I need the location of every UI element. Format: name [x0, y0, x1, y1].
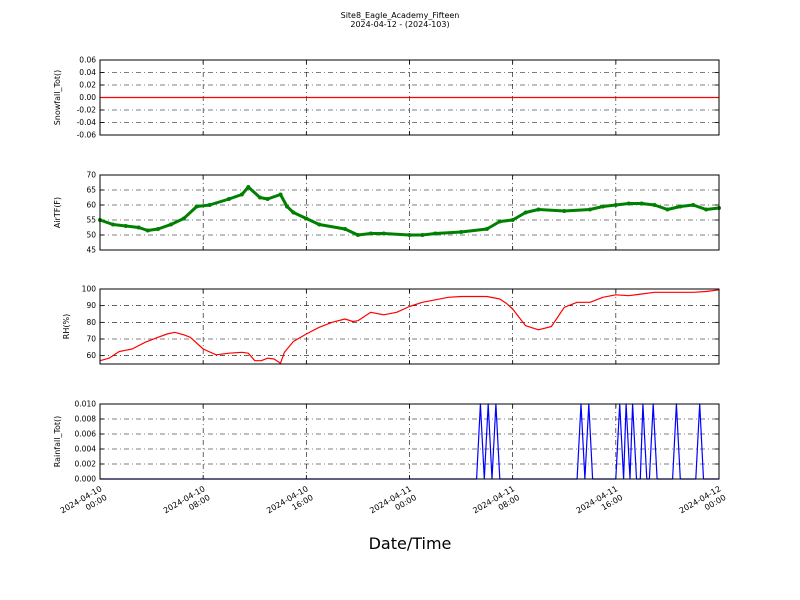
- x-tick-label: 2024-04-1116:00: [575, 484, 625, 524]
- data-point: [284, 204, 289, 209]
- x-tick-label: 2024-04-1008:00: [162, 484, 212, 524]
- y-tick-label: 65: [86, 186, 96, 195]
- data-point: [691, 203, 696, 207]
- y-tick-label: 60: [86, 201, 96, 210]
- data-point: [588, 207, 593, 212]
- data-point: [639, 201, 644, 206]
- data-point: [368, 231, 373, 236]
- data-point: [678, 204, 683, 209]
- data-point: [207, 203, 212, 207]
- data-point: [156, 227, 161, 231]
- data-point: [304, 216, 309, 221]
- data-point: [168, 222, 173, 227]
- data-point: [317, 222, 322, 227]
- data-point: [484, 227, 489, 231]
- x-axis-label: Date/Time: [368, 534, 452, 553]
- data-point: [239, 192, 244, 197]
- y-tick-label: -0.04: [77, 118, 97, 127]
- chart-title: Site8_Eagle_Academy_Fifteen: [340, 11, 460, 20]
- data-point: [652, 203, 657, 207]
- data-point: [381, 231, 386, 236]
- data-point: [420, 233, 425, 237]
- y-tick-label: 0.006: [75, 430, 97, 439]
- data-point: [626, 201, 631, 206]
- y-tick-label: 55: [86, 216, 96, 225]
- data-point: [123, 224, 128, 228]
- y-tick-label: 100: [82, 285, 97, 294]
- data-point: [600, 204, 605, 209]
- data-point: [407, 233, 412, 237]
- x-tick-label: 2024-04-1000:00: [59, 484, 109, 524]
- y-axis-label: AirTF(F): [53, 197, 62, 228]
- y-tick-label: 0.004: [75, 445, 97, 454]
- data-point: [291, 210, 296, 215]
- y-tick-label: 70: [86, 171, 96, 180]
- y-axis-label: Rainfall_Tot(): [53, 416, 62, 468]
- data-point: [355, 233, 360, 237]
- y-axis-label: Snowfall_Tot(): [53, 70, 62, 126]
- y-tick-label: 0.00: [79, 93, 96, 102]
- plot-frame: [99, 288, 720, 365]
- y-axis-label: RH(%): [62, 314, 71, 339]
- y-tick-label: 60: [86, 351, 96, 360]
- data-point: [265, 197, 270, 201]
- y-tick-label: 0.04: [79, 68, 96, 77]
- data-point: [110, 222, 115, 227]
- data-point: [613, 203, 618, 207]
- data-point: [246, 185, 251, 189]
- x-tick-label: 2024-04-1016:00: [265, 484, 315, 524]
- data-point: [194, 204, 199, 209]
- x-tick-label: 2024-04-1200:00: [678, 484, 728, 524]
- y-tick-label: 45: [86, 246, 96, 255]
- y-tick-label: -0.02: [77, 106, 97, 115]
- data-point: [257, 195, 262, 200]
- data-point: [226, 197, 231, 201]
- data-point: [523, 210, 528, 215]
- plot-frame: [99, 403, 720, 480]
- chart-subtitle: 2024-04-12 - (2024-103): [350, 20, 450, 29]
- y-tick-label: -0.06: [77, 131, 97, 140]
- data-point: [278, 192, 283, 197]
- y-tick-label: 0.008: [75, 415, 97, 424]
- y-tick-label: 0.02: [79, 81, 96, 90]
- data-point: [145, 228, 150, 233]
- y-tick-label: 50: [86, 231, 96, 240]
- data-point: [497, 219, 502, 224]
- data-point: [665, 207, 670, 212]
- data-point: [136, 225, 141, 230]
- data-point: [562, 209, 567, 213]
- plot-frame: [99, 59, 720, 136]
- data-series-line: [99, 289, 720, 364]
- y-tick-label: 80: [86, 318, 96, 327]
- y-tick-label: 90: [86, 301, 96, 310]
- data-point: [433, 231, 438, 236]
- y-tick-label: 70: [86, 335, 96, 344]
- data-point: [536, 207, 541, 212]
- y-tick-label: 0.06: [79, 56, 96, 65]
- data-point: [181, 216, 186, 221]
- data-point: [343, 227, 348, 231]
- x-tick-label: 2024-04-1108:00: [471, 484, 521, 524]
- y-tick-label: 0.002: [75, 460, 97, 469]
- data-point: [459, 230, 464, 234]
- data-point: [510, 218, 515, 222]
- y-tick-label: 0.010: [75, 400, 97, 409]
- y-tick-label: 0.000: [75, 475, 97, 484]
- plot-frame: [99, 174, 720, 251]
- data-point: [704, 207, 709, 212]
- x-tick-label: 2024-04-1100:00: [368, 484, 418, 524]
